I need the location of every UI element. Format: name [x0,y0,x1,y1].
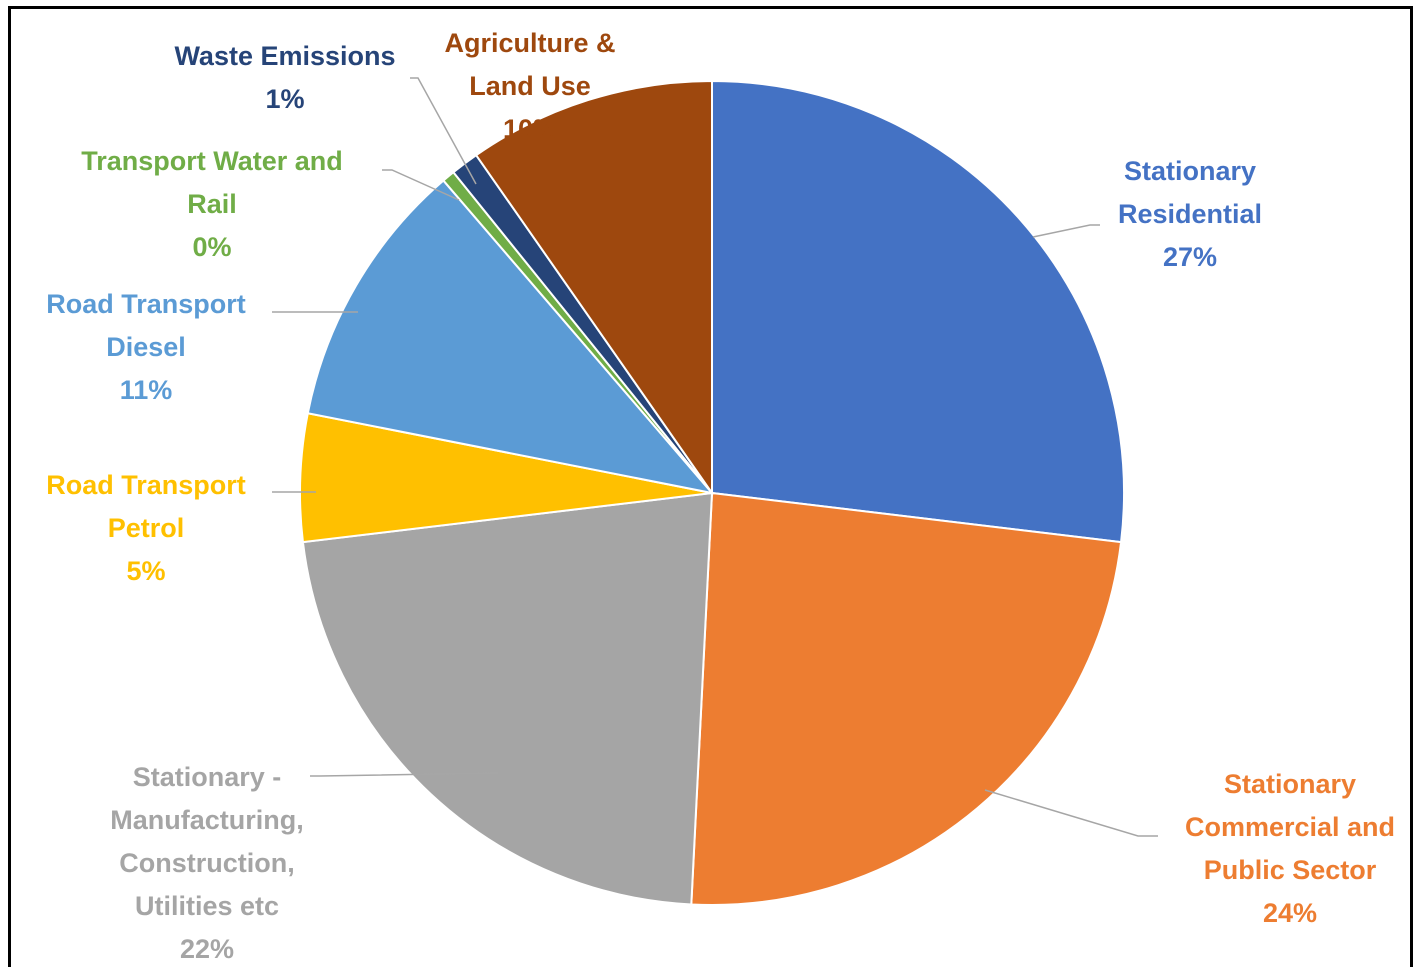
leader-line-1 [1032,224,1100,238]
slice-percent-label: 1% [265,84,304,114]
leader-line-6 [382,169,460,201]
slice-name-label: Public Sector [1204,855,1377,885]
leader-line-2 [984,789,1158,837]
slice-percent-label: 11% [120,375,173,405]
slice-percent-label: 0% [192,232,231,262]
slice-label-6: Transport Water and Rail 0% [81,146,343,262]
pie-chart: Stationary Residential 27% Stationary Commer… [46,28,1395,964]
slice-name-label: Transport Water and [81,146,343,176]
slice-percent-label: 5% [126,556,165,586]
slice-name-label: Construction, [119,848,295,878]
pie-slice-5 [306,179,715,495]
pie-slice-2 [690,491,1123,906]
leader-line-7 [410,77,477,185]
pie-slice-1 [711,79,1126,544]
slice-percent-label: 10% [503,114,557,144]
slice-label-4: Road Transport Petrol 5% [46,470,246,586]
slice-name-label: Utilities etc [135,891,279,921]
slice-name-label: Petrol [108,513,185,543]
slice-name-label: Road Transport [46,470,246,500]
slice-name-label: Waste Emissions [174,41,395,71]
slice-name-label: Rail [187,189,237,219]
slice-name-label: Residential [1118,199,1262,229]
slice-percent-label: 27% [1163,242,1217,272]
pie-slice-3 [301,491,714,906]
slice-label-5: Road Transport Diesel 11% [46,289,246,405]
slice-name-label: Stationary [1224,769,1356,799]
slice-name-label: Commercial and [1185,812,1395,842]
pie-slice-8 [474,79,713,497]
slice-percent-label: 24% [1263,898,1317,928]
slice-name-label: Stationary - [133,762,282,792]
slice-label-2: Stationary Commercial and Public Sector 24% [1185,769,1395,928]
slice-name-label: Agriculture & [444,28,615,58]
chart-frame: Stationary Residential 27% Stationary Commer… [8,6,1413,967]
leader-line-3 [310,772,499,777]
slice-name-label: Manufacturing, [110,805,304,835]
slice-label-7: Waste Emissions 1% [174,41,395,114]
slice-name-label: Land Use [469,71,591,101]
slice-label-3: Stationary - Manufacturing, Construction, U… [110,762,304,964]
slice-percent-label: 22% [180,934,234,964]
slice-label-8: Agriculture & Land Use 10% [444,28,615,144]
slice-label-1: Stationary Residential 27% [1118,156,1262,272]
slice-name-label: Diesel [106,332,186,362]
slice-name-label: Stationary [1124,156,1256,186]
slice-name-label: Road Transport [46,289,246,319]
